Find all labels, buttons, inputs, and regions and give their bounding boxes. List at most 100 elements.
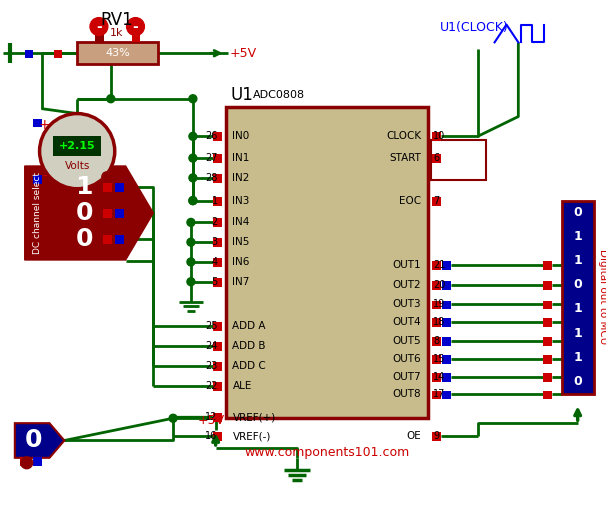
Text: 0: 0 — [573, 375, 582, 388]
Text: OUT8: OUT8 — [393, 389, 421, 400]
Text: OUT7: OUT7 — [393, 372, 421, 382]
Circle shape — [114, 198, 124, 208]
Bar — [432, 318, 441, 327]
Bar — [543, 337, 552, 346]
Text: 1: 1 — [573, 254, 582, 267]
Text: 1: 1 — [573, 230, 582, 243]
Text: 1: 1 — [573, 327, 582, 339]
Text: 1: 1 — [573, 302, 582, 315]
Text: 10: 10 — [433, 131, 445, 141]
Text: -: - — [96, 20, 102, 33]
Text: 15: 15 — [433, 354, 445, 364]
Bar — [213, 432, 222, 441]
Text: +2.15: +2.15 — [59, 141, 96, 151]
Text: -: - — [42, 170, 47, 184]
Text: 20: 20 — [433, 280, 445, 290]
Bar — [213, 197, 222, 205]
Text: 3: 3 — [211, 237, 218, 247]
Bar — [213, 218, 222, 227]
Text: 23: 23 — [205, 361, 218, 371]
Text: START: START — [390, 153, 421, 163]
Text: 43%: 43% — [105, 48, 130, 58]
Circle shape — [169, 414, 177, 422]
Text: 26: 26 — [205, 131, 218, 141]
Circle shape — [102, 225, 112, 234]
Text: RV1: RV1 — [101, 11, 133, 29]
Bar — [442, 318, 451, 327]
Text: IN2: IN2 — [233, 173, 250, 183]
Bar — [432, 281, 441, 289]
Text: OUT6: OUT6 — [393, 354, 421, 364]
Text: 25: 25 — [205, 321, 218, 331]
Text: 10: 10 — [432, 137, 434, 138]
Text: ALE: ALE — [233, 381, 252, 390]
Text: 17: 17 — [433, 389, 445, 400]
Text: +5V: +5V — [230, 47, 256, 60]
Bar — [55, 50, 62, 58]
Circle shape — [114, 172, 124, 182]
Bar — [132, 33, 141, 42]
Bar — [442, 261, 451, 270]
Circle shape — [90, 18, 108, 36]
Bar — [562, 201, 593, 393]
Bar — [213, 322, 222, 331]
Bar — [213, 278, 222, 287]
Text: OUT3: OUT3 — [393, 300, 421, 310]
Text: 21: 21 — [433, 260, 445, 270]
Bar — [543, 373, 552, 382]
Bar — [103, 209, 112, 218]
Bar — [33, 457, 42, 466]
Circle shape — [189, 154, 197, 162]
Bar — [543, 355, 552, 364]
Text: 1: 1 — [211, 196, 218, 205]
Bar — [213, 414, 222, 422]
Bar — [103, 235, 112, 244]
Bar — [543, 261, 552, 270]
Text: 27: 27 — [205, 153, 218, 163]
Text: 9: 9 — [433, 431, 439, 441]
Bar — [213, 362, 222, 371]
Bar — [442, 301, 451, 310]
Bar — [33, 175, 42, 184]
Text: OE: OE — [407, 431, 421, 441]
Circle shape — [189, 132, 197, 140]
Bar — [442, 355, 451, 364]
Bar — [432, 373, 441, 382]
Circle shape — [189, 197, 197, 204]
Text: +: + — [39, 118, 50, 132]
Circle shape — [187, 258, 195, 266]
Bar — [543, 301, 552, 310]
Bar — [115, 183, 124, 192]
Bar — [25, 50, 33, 58]
Text: 14: 14 — [433, 372, 445, 382]
Text: OUT2: OUT2 — [393, 280, 421, 290]
Bar — [115, 209, 124, 218]
Circle shape — [189, 95, 197, 102]
Circle shape — [107, 95, 115, 102]
Circle shape — [189, 197, 197, 204]
Text: 2: 2 — [211, 217, 218, 228]
Text: 16: 16 — [205, 431, 218, 441]
Bar — [431, 140, 485, 180]
Text: IN5: IN5 — [233, 237, 250, 247]
Bar — [103, 183, 112, 192]
Text: IN0: IN0 — [233, 131, 250, 141]
Bar — [213, 238, 222, 247]
Circle shape — [102, 172, 112, 182]
Text: 0: 0 — [25, 428, 42, 453]
Bar — [33, 118, 42, 127]
Text: 18: 18 — [433, 317, 445, 328]
Bar — [543, 318, 552, 327]
Text: 0: 0 — [75, 227, 93, 251]
Text: ADD B: ADD B — [233, 341, 266, 351]
Text: IN4: IN4 — [233, 217, 250, 228]
Text: 7: 7 — [433, 196, 439, 205]
Bar — [432, 154, 441, 163]
Text: 4: 4 — [211, 257, 218, 267]
Text: -: - — [133, 20, 138, 33]
Bar — [432, 337, 441, 346]
Bar — [543, 281, 552, 289]
Polygon shape — [15, 423, 64, 458]
Circle shape — [114, 225, 124, 234]
Text: +5V: +5V — [197, 414, 224, 427]
